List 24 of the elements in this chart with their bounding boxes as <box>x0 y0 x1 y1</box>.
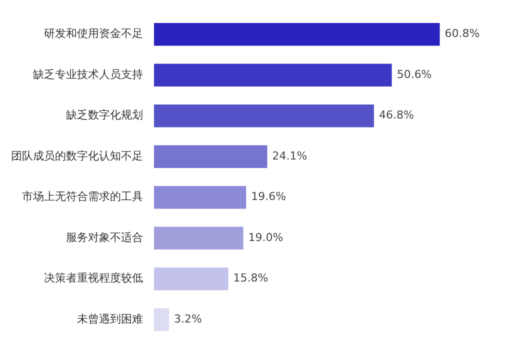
bar <box>154 23 440 46</box>
data-label: 50.6% <box>396 68 432 81</box>
bar <box>154 104 374 128</box>
y-tick-label: 未曾遇到困难 <box>77 312 143 326</box>
y-tick-label: 决策者重视程度较低 <box>44 272 143 285</box>
y-tick-label: 市场上无符合需求的工具 <box>22 190 143 204</box>
y-tick-label: 缺乏数字化规划 <box>66 108 143 122</box>
y-tick-label: 研发和使用资金不足 <box>44 27 143 40</box>
data-label: 15.8% <box>233 272 268 285</box>
data-label: 24.1% <box>272 149 308 162</box>
bar <box>154 186 246 209</box>
data-label: 60.8% <box>444 27 480 40</box>
bar <box>154 268 228 290</box>
bar <box>154 64 392 86</box>
y-tick-label: 团队成员的数字化认知不足 <box>11 149 143 162</box>
data-label: 19.0% <box>248 230 284 244</box>
data-label: 46.8% <box>378 108 414 122</box>
y-tick-label: 缺乏专业技术人员支持 <box>33 68 143 81</box>
bar <box>154 226 244 250</box>
bar <box>154 308 170 331</box>
data-label: 19.6% <box>251 190 286 204</box>
y-tick-label: 服务对象不适合 <box>66 230 143 244</box>
bar <box>154 145 268 168</box>
data-label: 3.2% <box>174 312 202 326</box>
